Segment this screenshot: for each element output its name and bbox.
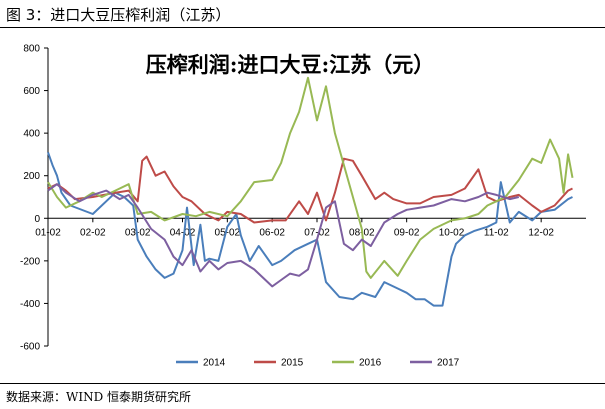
chart-series bbox=[47, 76, 574, 307]
bottom-rule bbox=[0, 383, 605, 384]
series-line-2014 bbox=[47, 151, 573, 307]
legend-label-2014: 2014 bbox=[203, 358, 226, 369]
series-line-2017 bbox=[47, 183, 520, 288]
series-line-2016 bbox=[47, 76, 574, 279]
figure-title: 图 3：进口大豆压榨利润（江苏） bbox=[6, 6, 231, 24]
x-tick-label: 12-02 bbox=[528, 227, 554, 238]
x-tick-label: 11-02 bbox=[484, 227, 509, 238]
y-tick-label: 800 bbox=[23, 44, 40, 55]
x-tick-label: 07-02 bbox=[304, 227, 330, 238]
top-rule bbox=[0, 27, 605, 28]
y-tick-label: 400 bbox=[23, 129, 40, 140]
y-tick-label: 200 bbox=[23, 171, 40, 182]
x-tick-label: 06-02 bbox=[259, 227, 285, 238]
x-tick-label: 02-02 bbox=[80, 227, 106, 238]
x-tick-label: 03-02 bbox=[125, 227, 151, 238]
chart-legend: 2014 2015 2016 2017 bbox=[176, 358, 460, 369]
y-tick-label: 600 bbox=[23, 86, 40, 97]
x-tick-label: 10-02 bbox=[439, 227, 465, 238]
legend-label-2015: 2015 bbox=[281, 358, 304, 369]
x-tick-label: 09-02 bbox=[394, 227, 420, 238]
x-tick-label: 01-02 bbox=[35, 227, 61, 238]
x-tick-label: 05-02 bbox=[215, 227, 241, 238]
y-tick-label: 0 bbox=[34, 214, 40, 225]
chart: -600 -400 -200 0 200 400 600 800 01-02 02-02 03-02… bbox=[20, 44, 586, 369]
y-tick-label: -400 bbox=[20, 299, 40, 310]
series-line-2015 bbox=[47, 155, 573, 224]
legend-label-2016: 2016 bbox=[359, 358, 382, 369]
y-tick-label: -600 bbox=[20, 342, 40, 353]
x-tick-label: 04-02 bbox=[170, 227, 196, 238]
y-tick-label: -200 bbox=[20, 256, 40, 267]
chart-title: 压榨利润:进口大豆:江苏（元） bbox=[146, 52, 435, 77]
source-note: 数据来源：WIND 恒泰期货研究所 bbox=[6, 390, 192, 404]
legend-label-2017: 2017 bbox=[437, 358, 460, 369]
